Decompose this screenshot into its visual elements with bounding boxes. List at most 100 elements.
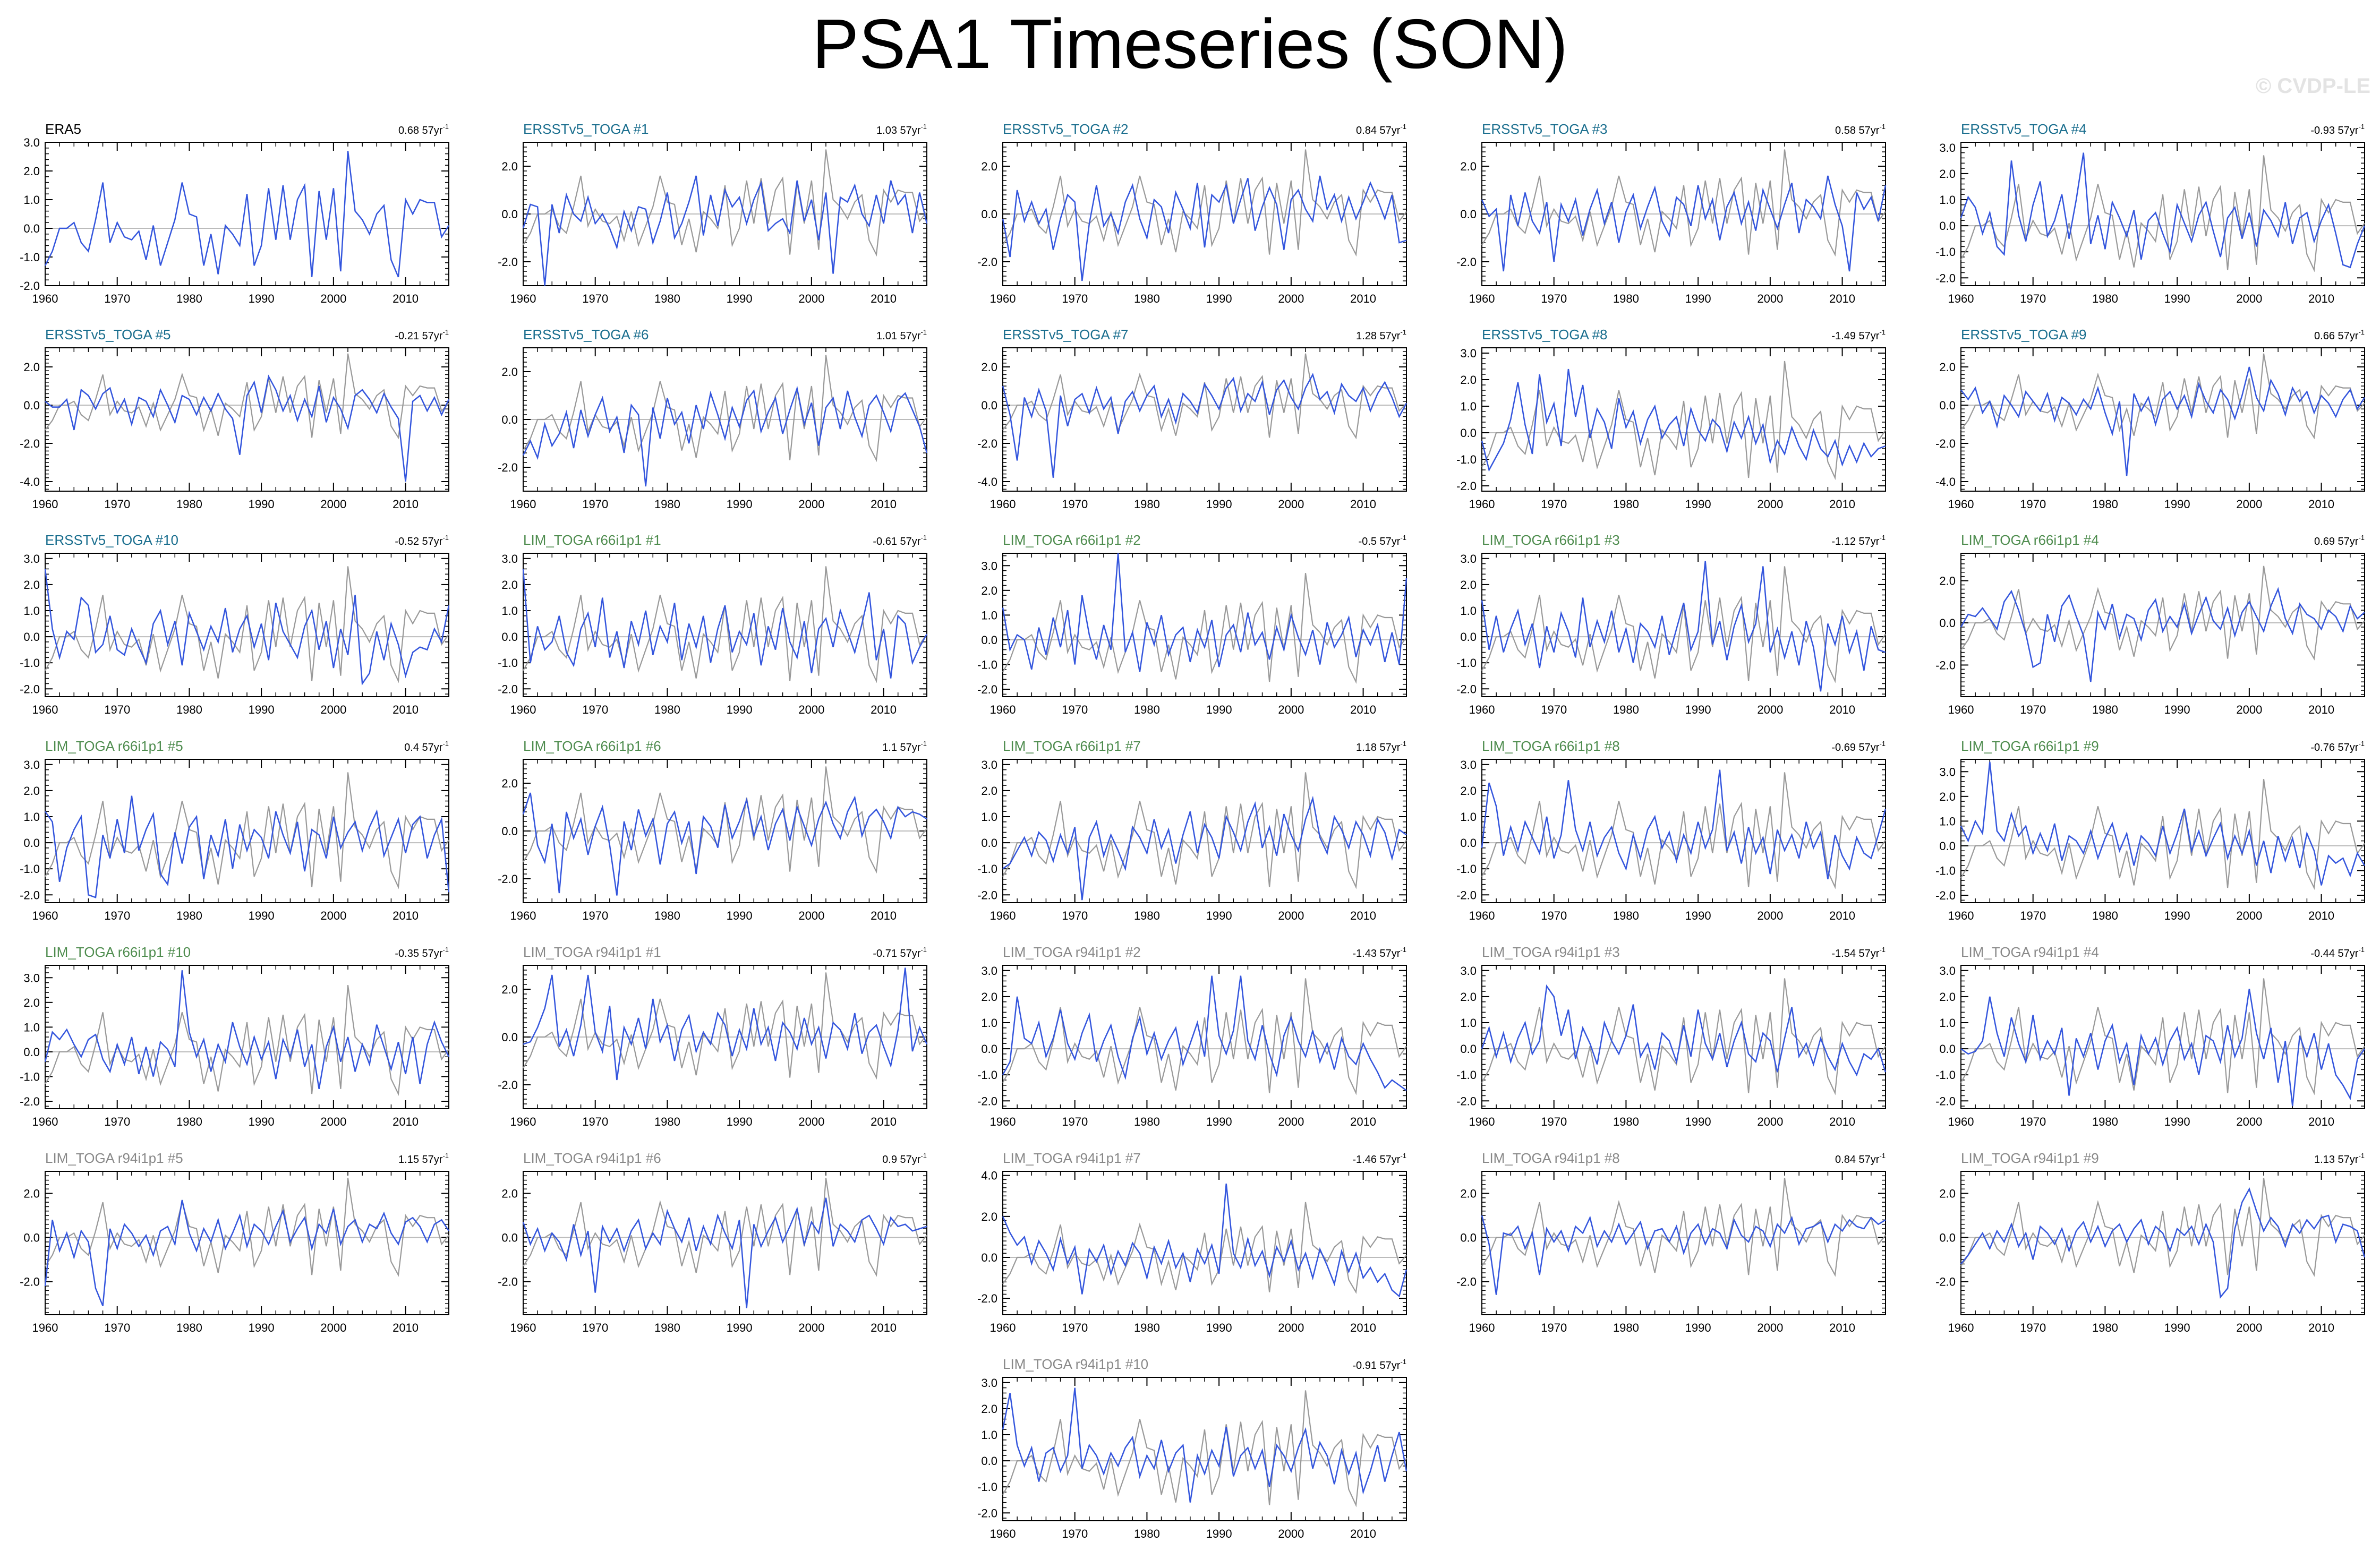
x-tick-label: 1990 bbox=[1685, 703, 1711, 716]
y-tick-label: 0.0 bbox=[23, 399, 40, 412]
y-tick-label: 3.0 bbox=[1939, 765, 1956, 778]
panel-title: ERSSTv5_TOGA #8 bbox=[1482, 327, 1608, 342]
y-tick-label: 0.0 bbox=[501, 630, 518, 644]
series-line bbox=[1002, 1183, 1407, 1298]
series-line bbox=[1002, 795, 1407, 901]
y-tick-label: 2.0 bbox=[981, 784, 997, 798]
x-tick-label: 2010 bbox=[2308, 1115, 2334, 1128]
x-tick-label: 1960 bbox=[32, 909, 58, 922]
obs-series-line bbox=[1002, 1202, 1407, 1294]
y-tick-label: 2.0 bbox=[23, 996, 40, 1009]
x-tick-label: 1970 bbox=[1541, 292, 1567, 305]
trend-exponent: -1 bbox=[1400, 1358, 1406, 1366]
x-tick-label: 2000 bbox=[798, 292, 824, 305]
panel-title: ERSSTv5_TOGA #5 bbox=[45, 327, 171, 342]
x-tick-label: 1970 bbox=[1062, 909, 1088, 922]
y-tick-label: 3.0 bbox=[1460, 552, 1477, 565]
y-tick-label: 2.0 bbox=[981, 361, 997, 374]
y-tick-label: -2.0 bbox=[977, 683, 997, 696]
chart-panel-12: 3.0 2.0 1.0 0.0 -1.0 -2.0 1960 1970 1980 1990 2000… bbox=[498, 532, 928, 716]
series-line bbox=[1481, 369, 1886, 472]
plot-frame bbox=[1481, 965, 1886, 1109]
obs-series-line bbox=[1002, 353, 1407, 440]
x-tick-label: 1990 bbox=[727, 292, 753, 305]
y-tick-label: 2.0 bbox=[23, 578, 40, 592]
trend-exponent: -1 bbox=[1879, 328, 1886, 336]
x-tick-label: 1980 bbox=[176, 498, 202, 511]
y-tick-label: -2.0 bbox=[977, 888, 997, 902]
x-tick-label: 2010 bbox=[393, 292, 419, 305]
y-tick-label: -2.0 bbox=[1456, 1094, 1477, 1108]
series-line bbox=[522, 175, 928, 286]
y-tick-label: 2.0 bbox=[501, 365, 518, 379]
x-tick-label: 1980 bbox=[1613, 292, 1639, 305]
x-tick-label: 1990 bbox=[1206, 292, 1232, 305]
obs-series-line bbox=[1002, 149, 1407, 257]
x-tick-label: 1970 bbox=[1541, 909, 1567, 922]
y-tick-label: -2.0 bbox=[498, 255, 518, 269]
x-tick-label: 1990 bbox=[727, 909, 753, 922]
x-tick-label: 1960 bbox=[990, 498, 1016, 511]
y-tick-label: -2.0 bbox=[20, 1095, 40, 1108]
x-tick-label: 1990 bbox=[2164, 1321, 2190, 1334]
obs-series-line bbox=[45, 772, 449, 889]
chart-panel-24: 3.0 2.0 1.0 0.0 -1.0 -2.0 1960 1970 1980 1990 2000… bbox=[1456, 944, 1887, 1128]
y-tick-label: -1.0 bbox=[20, 862, 40, 876]
x-tick-label: 2010 bbox=[1350, 292, 1376, 305]
chart-panel-23: 3.0 2.0 1.0 0.0 -1.0 -2.0 1960 1970 1980 1990 2000… bbox=[977, 944, 1407, 1128]
x-tick-label: 2000 bbox=[320, 292, 346, 305]
x-tick-label: 1960 bbox=[990, 1321, 1016, 1334]
y-tick-label: -2.0 bbox=[1935, 1275, 1956, 1289]
y-tick-label: 0.0 bbox=[1939, 616, 1956, 630]
x-tick-label: 2000 bbox=[1757, 1115, 1783, 1128]
y-tick-label: 0.0 bbox=[1460, 1231, 1477, 1245]
x-tick-label: 1980 bbox=[1134, 703, 1160, 716]
x-tick-label: 1980 bbox=[1613, 703, 1639, 716]
x-tick-label: 2010 bbox=[1350, 1321, 1376, 1334]
x-tick-label: 2010 bbox=[393, 498, 419, 511]
x-tick-label: 2010 bbox=[1829, 1321, 1855, 1334]
obs-series-line bbox=[1002, 978, 1407, 1095]
series-line bbox=[1960, 989, 2366, 1107]
x-tick-label: 1990 bbox=[2164, 292, 2190, 305]
trend-exponent: -1 bbox=[442, 328, 449, 336]
trend-label: -1.49 57yr-1 bbox=[1831, 328, 1886, 342]
series-line bbox=[44, 795, 450, 898]
trend-label: -1.46 57yr-1 bbox=[1352, 1152, 1406, 1166]
plot-frame bbox=[45, 553, 449, 697]
x-tick-label: 1960 bbox=[990, 909, 1016, 922]
y-tick-label: 2.0 bbox=[1460, 373, 1477, 387]
panel-title: LIM_TOGA r66i1p1 #1 bbox=[523, 532, 661, 548]
obs-series-line bbox=[523, 1178, 927, 1277]
series-line bbox=[1481, 561, 1886, 692]
y-tick-label: 1.0 bbox=[981, 1428, 997, 1442]
y-tick-label: 2.0 bbox=[1939, 575, 1956, 588]
series-line bbox=[1481, 984, 1887, 1077]
y-tick-label: 2.0 bbox=[1939, 990, 1956, 1004]
x-tick-label: 1980 bbox=[1134, 909, 1160, 922]
y-tick-label: 1.0 bbox=[23, 604, 40, 618]
x-tick-label: 1990 bbox=[1685, 498, 1711, 511]
y-tick-label: -2.0 bbox=[1935, 889, 1956, 902]
x-tick-label: 1980 bbox=[2092, 1115, 2118, 1128]
y-tick-label: 2.0 bbox=[501, 777, 518, 790]
y-tick-label: -2.0 bbox=[1456, 682, 1477, 696]
x-tick-label: 1980 bbox=[1613, 1321, 1639, 1334]
y-tick-label: -1.0 bbox=[977, 658, 997, 671]
plot-frame bbox=[45, 142, 449, 286]
x-tick-label: 1960 bbox=[510, 909, 536, 922]
panel-title: ERSSTv5_TOGA #2 bbox=[1003, 121, 1129, 137]
y-tick-label: -2.0 bbox=[1935, 1094, 1956, 1108]
series-line bbox=[44, 1199, 450, 1306]
x-tick-label: 1970 bbox=[2020, 703, 2046, 716]
x-tick-label: 1960 bbox=[510, 703, 536, 716]
trend-exponent: -1 bbox=[2358, 740, 2365, 748]
chart-panel-18: 3.0 2.0 1.0 0.0 -1.0 -2.0 1960 1970 1980 1990 2000… bbox=[977, 738, 1407, 922]
x-tick-label: 1960 bbox=[1948, 292, 1974, 305]
panel-title: LIM_TOGA r66i1p1 #9 bbox=[1961, 738, 2099, 754]
y-tick-label: -4.0 bbox=[977, 475, 997, 489]
y-tick-label: -4.0 bbox=[20, 475, 40, 489]
trend-exponent: -1 bbox=[442, 1152, 449, 1160]
panel-title: LIM_TOGA r66i1p1 #3 bbox=[1482, 532, 1620, 548]
y-tick-label: -1.0 bbox=[1935, 245, 1956, 259]
